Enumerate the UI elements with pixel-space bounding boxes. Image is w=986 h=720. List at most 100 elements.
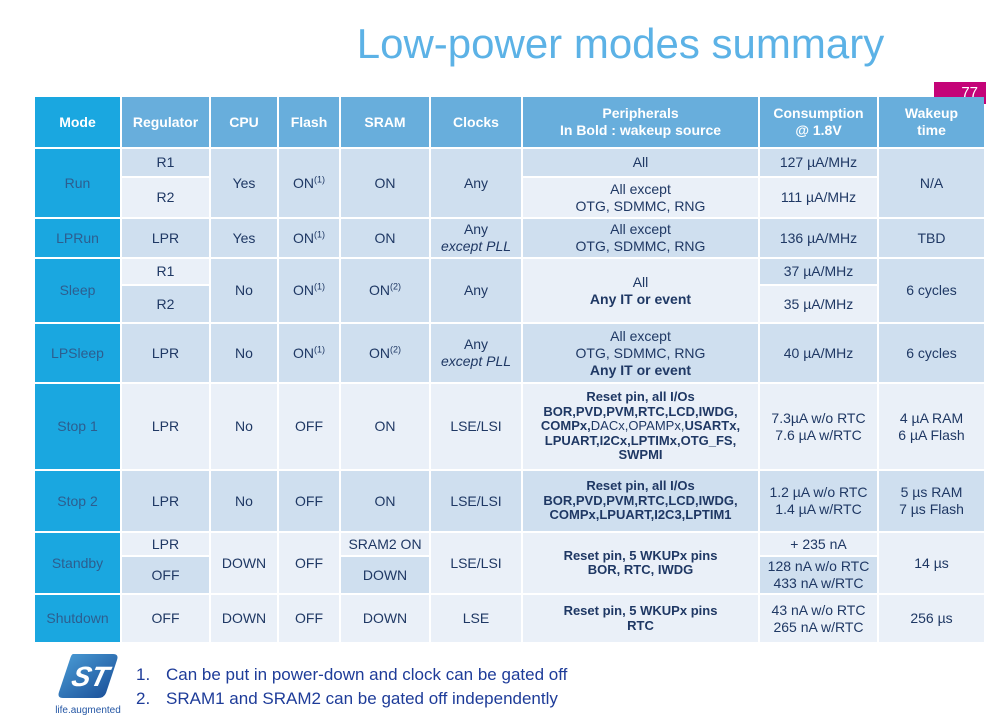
cell-sleep-peripherals: All Any IT or event	[523, 259, 758, 322]
cell-run-regulator-r1: R1	[122, 149, 209, 176]
table-row-standby-r1: Standby LPR DOWN OFF SRAM2 ON LSE/LSI Re…	[35, 533, 984, 593]
cell-lpsleep-flash: ON(1)	[279, 324, 339, 382]
header-wakeup-time: Wakeup time	[879, 97, 984, 147]
cell-stop2-peripherals: Reset pin, all I/Os BOR,PVD,PVM,RTC,LCD,…	[523, 471, 758, 531]
table-row-standby-r2: OFF DOWN 128 nA w/o RTC 433 nA w/RTC	[35, 557, 984, 593]
cell-stop1-peripherals: Reset pin, all I/Os BOR,PVD,PVM,RTC,LCD,…	[523, 384, 758, 469]
cell-mode-run: Run	[35, 149, 120, 217]
cell-lprun-clocks: Any except PLL	[431, 219, 521, 257]
cell-run-peripherals-r1: All	[523, 149, 758, 176]
cell-shutdown-regulator: OFF	[122, 595, 209, 642]
cell-lpsleep-regulator: LPR	[122, 324, 209, 382]
cell-lpsleep-clocks: Any except PLL	[431, 324, 521, 382]
header-cpu: CPU	[211, 97, 277, 147]
cell-stop1-regulator: LPR	[122, 384, 209, 469]
cell-sleep-regulator-r2: R2	[122, 286, 209, 322]
cell-stop2-sram: ON	[341, 471, 429, 531]
cell-run-sram: ON	[341, 149, 429, 217]
table-row-stop1: Stop 1 LPR No OFF ON LSE/LSI Reset pin, …	[35, 384, 984, 469]
cell-lprun-regulator: LPR	[122, 219, 209, 257]
header-regulator: Regulator	[122, 97, 209, 147]
cell-shutdown-peripherals: Reset pin, 5 WKUPx pins RTC	[523, 595, 758, 642]
cell-stop1-flash: OFF	[279, 384, 339, 469]
cell-run-consumption-r2: 111 µA/MHz	[760, 178, 877, 217]
cell-mode-shutdown: Shutdown	[35, 595, 120, 642]
cell-standby-flash: OFF	[279, 533, 339, 593]
cell-mode-lpsleep: LPSleep	[35, 324, 120, 382]
cell-stop1-wakeup: 4 µA RAM 6 µA Flash	[879, 384, 984, 469]
cell-lpsleep-peripherals: All except OTG, SDMMC, RNG Any IT or event	[523, 324, 758, 382]
cell-stop2-wakeup: 5 µs RAM 7 µs Flash	[879, 471, 984, 531]
table-row-sleep-r2: R2 35 µA/MHz	[35, 286, 984, 322]
cell-stop2-clocks: LSE/LSI	[431, 471, 521, 531]
cell-stop2-consumption: 1.2 µA w/o RTC 1.4 µA w/RTC	[760, 471, 877, 531]
table-row-run-r1: Run R1 Yes ON(1) ON Any All 127 µA/MHz N…	[35, 149, 984, 217]
footnotes: 1. Can be put in power-down and clock ca…	[136, 663, 567, 711]
cell-stop1-cpu: No	[211, 384, 277, 469]
cell-mode-lprun: LPRun	[35, 219, 120, 257]
cell-sleep-wakeup: 6 cycles	[879, 259, 984, 322]
st-logo-tagline: life.augmented	[55, 705, 121, 716]
cell-run-cpu: Yes	[211, 149, 277, 217]
cell-shutdown-sram: DOWN	[341, 595, 429, 642]
st-logo: ST life.augmented	[52, 652, 124, 716]
cell-shutdown-wakeup: 256 µs	[879, 595, 984, 642]
cell-standby-regulator-r1: LPR	[122, 533, 209, 555]
cell-lprun-sram: ON	[341, 219, 429, 257]
cell-mode-sleep: Sleep	[35, 259, 120, 322]
cell-sleep-sram: ON(2)	[341, 259, 429, 322]
cell-lprun-cpu: Yes	[211, 219, 277, 257]
footnote-2-text: SRAM1 and SRAM2 can be gated off indepen…	[166, 689, 558, 708]
cell-run-consumption-r1: 127 µA/MHz	[760, 149, 877, 176]
cell-standby-regulator-r2: OFF	[122, 557, 209, 593]
cell-lpsleep-cpu: No	[211, 324, 277, 382]
table-row-lpsleep: LPSleep LPR No ON(1) ON(2) Any except PLL…	[35, 324, 984, 382]
cell-shutdown-consumption: 43 nA w/o RTC 265 nA w/RTC	[760, 595, 877, 642]
cell-stop2-cpu: No	[211, 471, 277, 531]
table-header-row: Mode Regulator CPU Flash SRAM Clocks Per…	[35, 97, 984, 147]
cell-shutdown-flash: OFF	[279, 595, 339, 642]
cell-standby-wakeup: 14 µs	[879, 533, 984, 593]
table-row-run-r2: R2 All except OTG, SDMMC, RNG 111 µA/MHz	[35, 178, 984, 217]
table-row-stop2: Stop 2 LPR No OFF ON LSE/LSI Reset pin, …	[35, 471, 984, 531]
cell-mode-standby: Standby	[35, 533, 120, 593]
cell-sleep-regulator-r1: R1	[122, 259, 209, 284]
cell-mode-stop1: Stop 1	[35, 384, 120, 469]
header-clocks: Clocks	[431, 97, 521, 147]
cell-lpsleep-sram: ON(2)	[341, 324, 429, 382]
cell-stop1-clocks: LSE/LSI	[431, 384, 521, 469]
cell-stop1-sram: ON	[341, 384, 429, 469]
footnote-1-number: 1.	[136, 665, 151, 684]
cell-lpsleep-wakeup: 6 cycles	[879, 324, 984, 382]
cell-run-peripherals-r2: All except OTG, SDMMC, RNG	[523, 178, 758, 217]
cell-sleep-cpu: No	[211, 259, 277, 322]
cell-standby-clocks: LSE/LSI	[431, 533, 521, 593]
header-sram: SRAM	[341, 97, 429, 147]
cell-standby-peripherals: Reset pin, 5 WKUPx pins BOR, RTC, IWDG	[523, 533, 758, 593]
cell-lprun-wakeup: TBD	[879, 219, 984, 257]
cell-stop2-regulator: LPR	[122, 471, 209, 531]
cell-standby-consumption-r1: + 235 nA	[760, 533, 877, 555]
footnote-1: 1. Can be put in power-down and clock ca…	[136, 663, 567, 687]
svg-text:ST: ST	[68, 661, 114, 693]
cell-sleep-consumption-r2: 35 µA/MHz	[760, 286, 877, 322]
cell-run-wakeup: N/A	[879, 149, 984, 217]
cell-standby-sram-r1: SRAM2 ON	[341, 533, 429, 555]
cell-lprun-peripherals: All except OTG, SDMMC, RNG	[523, 219, 758, 257]
page-title: Low-power modes summary	[356, 20, 885, 67]
header-peripherals: Peripherals In Bold : wakeup source	[523, 97, 758, 147]
cell-stop2-flash: OFF	[279, 471, 339, 531]
cell-sleep-clocks: Any	[431, 259, 521, 322]
table-row-lprun: LPRun LPR Yes ON(1) ON Any except PLL All…	[35, 219, 984, 257]
table-row-shutdown: Shutdown OFF DOWN OFF DOWN LSE Reset pin…	[35, 595, 984, 642]
cell-lprun-flash: ON(1)	[279, 219, 339, 257]
footnote-1-text: Can be put in power-down and clock can b…	[166, 665, 568, 684]
cell-lprun-consumption: 136 µA/MHz	[760, 219, 877, 257]
cell-shutdown-cpu: DOWN	[211, 595, 277, 642]
header-mode: Mode	[35, 97, 120, 147]
footnote-2: 2. SRAM1 and SRAM2 can be gated off inde…	[136, 687, 567, 711]
cell-mode-stop2: Stop 2	[35, 471, 120, 531]
cell-shutdown-clocks: LSE	[431, 595, 521, 642]
cell-run-regulator-r2: R2	[122, 178, 209, 217]
table-row-sleep-r1: Sleep R1 No ON(1) ON(2) Any All Any IT or…	[35, 259, 984, 322]
